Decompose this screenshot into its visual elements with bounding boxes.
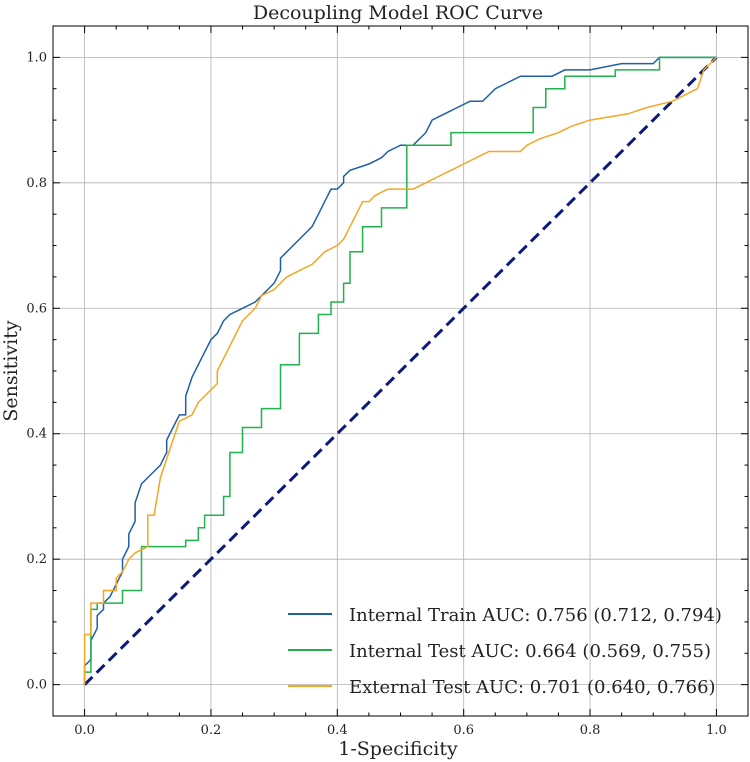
chart-title: Decoupling Model ROC Curve: [253, 2, 543, 24]
x-tick-label: 1.0: [706, 723, 727, 738]
legend-label-external-test: External Test AUC: 0.701 (0.640, 0.766): [349, 677, 716, 698]
roc-curve-internal-test: [83, 56, 717, 685]
x-axis-label: 1-Specificity: [338, 738, 458, 760]
x-tick-label: 0.8: [580, 723, 601, 738]
legend-label-internal-train: Internal Train AUC: 0.756 (0.712, 0.794): [349, 605, 722, 626]
x-tick-label: 0.4: [327, 723, 348, 738]
x-tick-label: 0.6: [453, 723, 474, 738]
y-tick-label: 0.4: [26, 427, 47, 442]
plot-frame: [52, 25, 749, 717]
legend-entry-internal-test: Internal Test AUC: 0.664 (0.569, 0.755): [288, 641, 711, 662]
grid-lines: [53, 26, 748, 716]
x-tick-label: 0.2: [201, 723, 222, 738]
chance-diagonal-line: [83, 56, 718, 686]
legend: Internal Train AUC: 0.756 (0.712, 0.794)…: [288, 605, 722, 698]
roc-curve-internal-train: [83, 56, 717, 685]
legend-entry-external-test: External Test AUC: 0.701 (0.640, 0.766): [288, 677, 716, 698]
y-tick-label: 0.8: [26, 176, 47, 191]
y-tick-label: 1.0: [26, 50, 47, 65]
y-tick-label: 0.6: [26, 301, 47, 316]
axis-ticks: 0.0 0.2 0.4 0.6 0.8 1.0 0.0 0.2 0.4 0.6 0.8 1.0: [26, 26, 748, 738]
y-tick-label: 0.2: [26, 552, 47, 567]
x-tick-label: 0.0: [74, 723, 95, 738]
roc-curves: [83, 56, 718, 686]
legend-entry-internal-train: Internal Train AUC: 0.756 (0.712, 0.794): [288, 605, 722, 626]
y-tick-label: 0.0: [26, 678, 47, 693]
legend-label-internal-test: Internal Test AUC: 0.664 (0.569, 0.755): [349, 641, 711, 662]
roc-curve-external-test: [83, 56, 717, 685]
y-axis-label: Sensitivity: [0, 320, 22, 421]
